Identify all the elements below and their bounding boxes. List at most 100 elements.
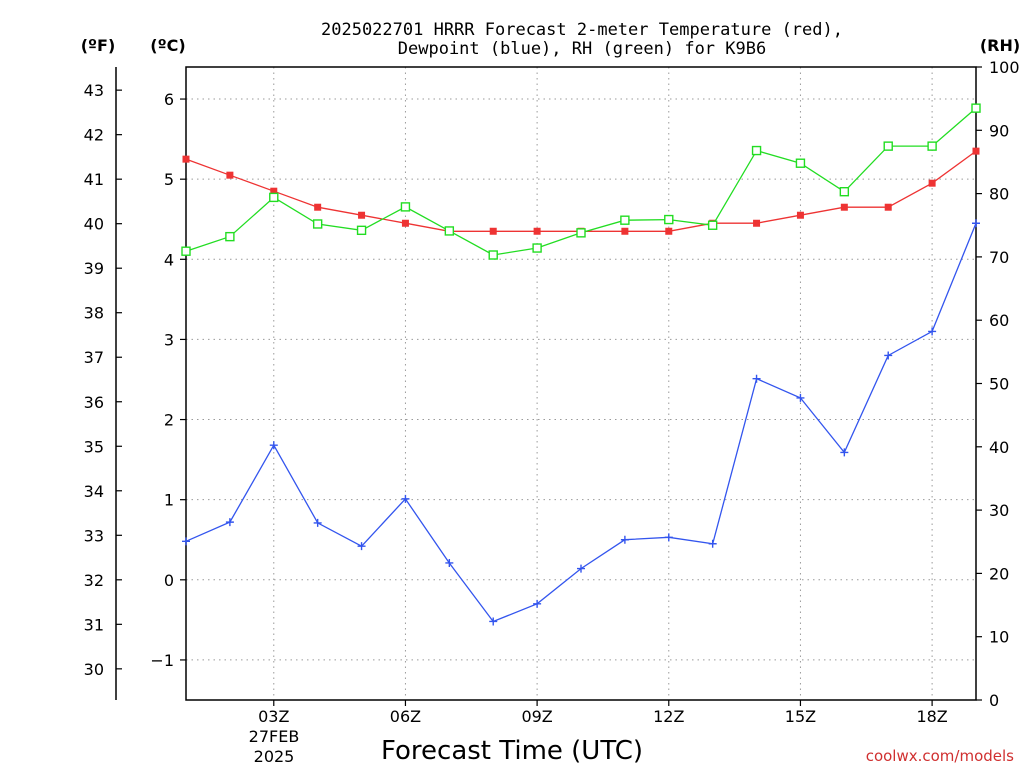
rh-point [795,158,806,168]
temperature-point [314,203,322,211]
x-tick-label: 09Z [521,707,552,726]
fahrenheit-tick-label: 39 [84,259,104,278]
fahrenheit-tick-label: 38 [84,304,104,323]
celsius-tick-label: 0 [164,571,174,590]
rh-tick-label: 80 [989,185,1009,204]
rh-tick-label: 20 [989,564,1009,583]
fahrenheit-tick-label: 35 [84,437,104,456]
dewpoint-point [269,441,278,450]
rh-point [707,220,718,230]
celsius-tick-label: −1 [150,651,174,670]
rh-point [927,141,937,151]
x-tick-label: 18Z [916,707,947,726]
fahrenheit-tick-label: 33 [84,526,104,545]
rh-tick-label: 50 [989,375,1009,394]
rh-tick-label: 70 [989,248,1009,267]
rh-point [444,226,455,236]
celsius-unit-label: (ºC) [150,36,185,55]
fahrenheit-tick-label: 36 [84,393,104,412]
temperature-point [533,227,541,235]
celsius-tick-label: 1 [164,491,174,510]
dewpoint-point [928,327,937,336]
dewpoint-point [796,393,805,402]
fahrenheit-tick-label: 42 [84,126,104,145]
fahrenheit-tick-label: 43 [84,81,104,100]
credit-link[interactable]: coolwx.com/models [866,747,1014,765]
rh-tick-label: 10 [989,628,1009,647]
x-tick-label: 15Z [785,707,816,726]
fahrenheit-tick-label: 41 [84,170,104,189]
temperature-point [928,179,936,187]
rh-point [532,243,542,253]
dewpoint-point [840,448,849,457]
temperature-point [621,227,629,235]
rh-point [312,219,323,229]
rh-point [620,215,630,225]
chart-title-line-1: 2025022701 HRRR Forecast 2-meter Tempera… [321,20,843,40]
celsius-tick-label: 6 [164,90,174,109]
dewpoint-point [313,518,322,527]
fahrenheit-tick-label: 34 [84,482,104,501]
rh-tick-label: 90 [989,121,1009,140]
date-label-day: 27FEB [249,727,300,746]
dewpoint-point [489,617,498,626]
rh-point [839,187,850,197]
fahrenheit-tick-label: 40 [84,215,104,234]
rh-tick-label: 30 [989,501,1009,520]
rh-point [356,225,367,236]
dewpoint-point [972,219,980,228]
dewpoint-point [182,537,190,546]
fahrenheit-tick-label: 37 [84,348,104,367]
dewpoint-point [708,539,717,548]
temperature-point [182,155,190,163]
rh-point [269,192,279,203]
temperature-point [840,203,848,211]
fahrenheit-tick-label: 32 [84,571,104,590]
rh-point [488,250,498,260]
rh-point [751,145,762,156]
rh-point [400,202,411,212]
rh-point [664,214,674,225]
data-series [181,103,981,626]
axes-ticks: −101234563031323334353637383940414243010… [84,58,1020,726]
rh-tick-label: 60 [989,311,1009,330]
dewpoint-point [533,599,542,608]
x-tick-label: 12Z [653,707,684,726]
dewpoint-point [884,351,893,360]
x-axis-label: Forecast Time (UTC) [381,736,643,766]
chart-title-line-2: Dewpoint (blue), RH (green) for K9B6 [398,39,766,59]
date-label-year: 2025 [254,747,295,766]
celsius-tick-label: 5 [164,170,174,189]
rh-point [971,103,981,113]
temperature-point [796,211,804,219]
dewpoint-point [577,564,585,573]
dewpoint-point [357,542,366,551]
x-tick-label: 06Z [390,707,421,726]
dewpoint-point [752,374,761,383]
celsius-tick-label: 2 [164,411,174,430]
dewpoint-point [401,494,410,503]
fahrenheit-tick-label: 31 [84,615,104,634]
temperature-point [401,219,409,227]
dewpoint-point [225,518,234,527]
temperature-point [884,203,892,211]
rh-unit-label: (RH) [980,36,1020,55]
temperature-point [665,227,673,235]
temperature-point [489,227,497,235]
temperature-line [185,150,977,232]
temperature-point [226,171,234,179]
rh-tick-label: 40 [989,438,1009,457]
dewpoint-line [185,222,977,623]
dewpoint-point [664,533,673,542]
dewpoint-point [445,558,454,567]
rh-point [225,231,235,242]
rh-point [181,246,191,256]
temperature-point [270,187,278,195]
temperature-point [358,211,366,219]
fahrenheit-unit-label: (ºF) [81,36,116,55]
rh-point [576,228,586,238]
fahrenheit-tick-label: 30 [84,660,104,679]
rh-tick-label: 0 [989,691,999,710]
grid-lines [186,67,976,700]
